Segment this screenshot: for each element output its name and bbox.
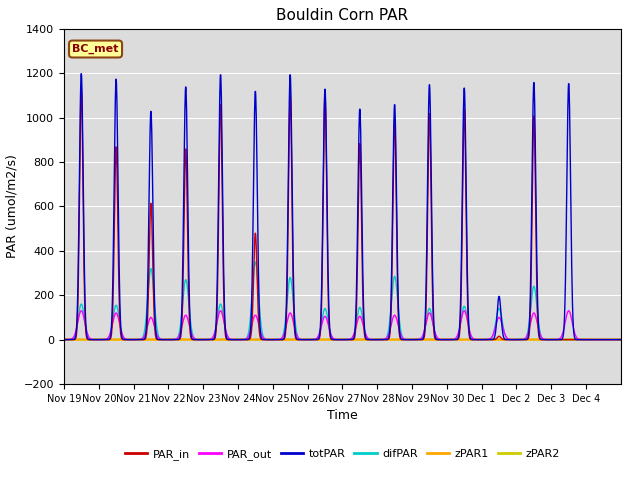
zPAR1 <box>116 337 124 343</box>
zPAR1 <box>617 337 625 343</box>
PAR_in <box>617 337 625 343</box>
PAR_in <box>542 336 550 342</box>
PAR_out <box>60 336 68 342</box>
totPAR <box>542 336 550 342</box>
PAR_out <box>542 336 550 342</box>
Title: Bouldin Corn PAR: Bouldin Corn PAR <box>276 9 408 24</box>
PAR_in <box>236 337 244 343</box>
zPAR1 <box>609 337 617 343</box>
zPAR2 <box>617 337 625 343</box>
PAR_in <box>376 336 384 342</box>
Line: totPAR: totPAR <box>64 74 621 340</box>
Text: BC_met: BC_met <box>72 44 119 54</box>
zPAR2 <box>376 337 383 343</box>
zPAR1 <box>376 337 383 343</box>
difPAR <box>510 336 518 342</box>
totPAR <box>609 337 617 343</box>
totPAR <box>582 337 590 343</box>
Line: PAR_in: PAR_in <box>64 89 621 340</box>
totPAR <box>617 337 625 343</box>
difPAR <box>236 336 244 342</box>
PAR_in <box>77 86 85 92</box>
PAR_out <box>617 337 625 343</box>
Y-axis label: PAR (umol/m2/s): PAR (umol/m2/s) <box>5 155 18 258</box>
difPAR <box>617 337 625 343</box>
totPAR <box>77 71 85 77</box>
X-axis label: Time: Time <box>327 409 358 422</box>
zPAR1 <box>236 337 244 343</box>
PAR_out <box>77 308 85 313</box>
PAR_in <box>510 337 518 343</box>
PAR_out <box>609 337 617 343</box>
Legend: PAR_in, PAR_out, totPAR, difPAR, zPAR1, zPAR2: PAR_in, PAR_out, totPAR, difPAR, zPAR1, … <box>120 444 564 465</box>
difPAR <box>60 336 68 342</box>
difPAR <box>252 259 259 265</box>
zPAR2 <box>541 337 549 343</box>
PAR_in <box>609 337 617 343</box>
Line: difPAR: difPAR <box>64 262 621 340</box>
totPAR <box>60 337 68 343</box>
zPAR2 <box>510 337 518 343</box>
PAR_out <box>376 336 384 342</box>
totPAR <box>116 300 124 305</box>
PAR_in <box>60 337 68 343</box>
zPAR2 <box>60 337 68 343</box>
zPAR1 <box>510 337 518 343</box>
PAR_in <box>116 318 124 324</box>
difPAR <box>376 336 384 342</box>
zPAR2 <box>116 337 124 343</box>
totPAR <box>236 336 244 342</box>
PAR_out <box>236 336 244 342</box>
difPAR <box>609 337 617 343</box>
zPAR2 <box>609 337 617 343</box>
totPAR <box>510 336 518 342</box>
difPAR <box>116 318 124 324</box>
Line: PAR_out: PAR_out <box>64 311 621 340</box>
PAR_out <box>116 322 124 328</box>
PAR_out <box>582 337 590 343</box>
PAR_in <box>548 337 556 343</box>
zPAR2 <box>236 337 244 343</box>
PAR_out <box>510 336 518 342</box>
totPAR <box>376 336 384 342</box>
zPAR1 <box>541 337 549 343</box>
difPAR <box>548 337 556 343</box>
difPAR <box>542 336 550 342</box>
zPAR1 <box>60 337 68 343</box>
